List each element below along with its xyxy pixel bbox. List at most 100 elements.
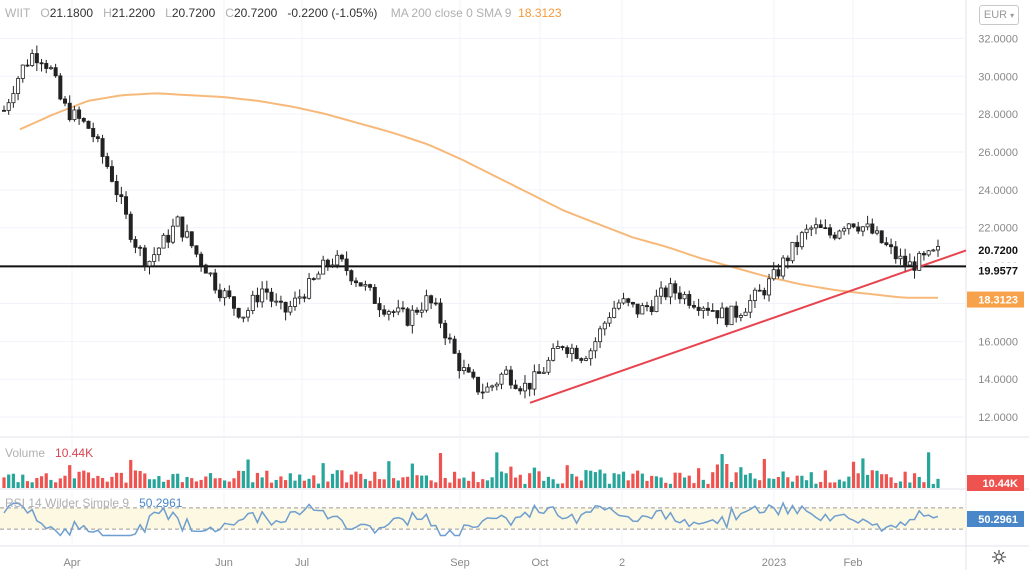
candle-body [241,316,246,319]
candle-body [532,371,537,390]
volume-bar [213,478,217,488]
volume-bar [621,471,626,488]
volume-bar [542,480,546,488]
volume-bar [565,465,569,488]
volume-bar [255,472,260,488]
candle-body [264,288,269,293]
candle-body [138,246,143,249]
volume-bar [401,477,405,488]
candle-body [476,376,481,393]
volume-bar [54,482,58,488]
rsi-label[interactable]: RSI 14 Wilder Simple 9 [5,496,130,510]
volume-label[interactable]: Volume [5,446,46,460]
volume-value: 10.44K [55,446,94,460]
gear-icon[interactable] [991,549,1007,565]
volume-bar [894,482,898,488]
volume-bar [903,471,907,488]
volume-bar [772,478,776,488]
candle-body [391,311,396,314]
volume-bar [720,454,724,488]
volume-bar [800,475,804,488]
candle-body [429,295,434,304]
price-tick-label: 14.0000 [978,374,1018,386]
candle-body [260,288,265,303]
candle-body [724,307,729,326]
candle-body [715,310,720,319]
volume-bar [532,467,536,488]
candle-body [316,273,321,280]
candle-body [635,303,640,315]
volume-bar [269,482,274,488]
candle-body [818,224,823,229]
candle-body [485,386,490,393]
ma-price-label-bg [967,291,1024,308]
volume-bar [912,473,917,488]
time-axis[interactable]: Apr Jun Jul Sep Oct 2 2023 Feb [63,557,862,569]
candle-body [551,348,556,361]
change-value: -0.2200 (-1.05%) [287,6,378,20]
volume-bar [612,473,616,488]
volume-bar [157,476,161,488]
candle-body [405,308,410,326]
volume-bar [284,480,288,488]
candle-body [255,294,260,303]
volume-bar [359,473,363,488]
volume-bar [607,483,612,488]
price-axis[interactable]: 32.0000 30.0000 28.0000 26.0000 24.0000 22.00… [978,33,1018,424]
candle-body [767,278,772,296]
volume-bar [546,476,551,488]
volume-bar [495,452,499,488]
symbol-label[interactable]: WIIT [5,6,31,20]
volume-bar [598,469,602,488]
price-tick-label: 12.0000 [978,412,1018,424]
candles-layer [2,45,941,400]
volume-bar [603,473,607,488]
candle-body [616,302,621,309]
price-tick-label: 28.0000 [978,109,1018,121]
volume-bar [171,474,175,488]
volume-bar [161,481,166,488]
volume-bar [701,479,705,488]
time-tick-label: Jul [295,557,309,569]
volume-bar [424,475,429,488]
volume-bar [725,464,729,488]
volume-bar [288,473,292,488]
candle-body [119,194,124,198]
candle-body [504,369,509,375]
candle-body [382,309,387,315]
volume-bar [922,482,926,488]
volume-bar [490,477,494,488]
candle-body [903,255,908,266]
currency-selector-button[interactable]: EUR ▾ [979,5,1019,25]
moving-average-line [19,92,938,299]
candle-body [354,280,359,284]
volume-bar [828,482,832,488]
candle-body [860,226,865,232]
trendline[interactable] [529,249,967,404]
candle-body [189,231,194,247]
candle-body [527,382,532,390]
candle-body [133,239,138,248]
volume-bar [687,475,691,488]
candle-body [673,283,678,294]
price-tick-label: 32.0000 [978,33,1018,45]
ma-legend-label[interactable]: MA 200 close 0 SMA 9 [390,6,512,20]
price-tick-label: 30.0000 [978,71,1018,83]
close-value: 20.7200 [233,6,278,20]
price-pane[interactable] [0,45,967,404]
volume-bar [931,483,935,488]
volume-bar [77,471,81,488]
volume-bar [936,478,940,488]
candle-body [837,230,842,239]
candle-body [870,223,875,234]
candle-body [846,223,851,230]
candle-body [438,302,443,324]
volume-bar [312,475,316,488]
time-tick-label: 2023 [762,557,786,569]
volume-bar [575,476,579,488]
volume-bar [152,479,156,488]
volume-bar [377,479,382,488]
candle-body [344,258,349,272]
candle-body [630,301,635,305]
